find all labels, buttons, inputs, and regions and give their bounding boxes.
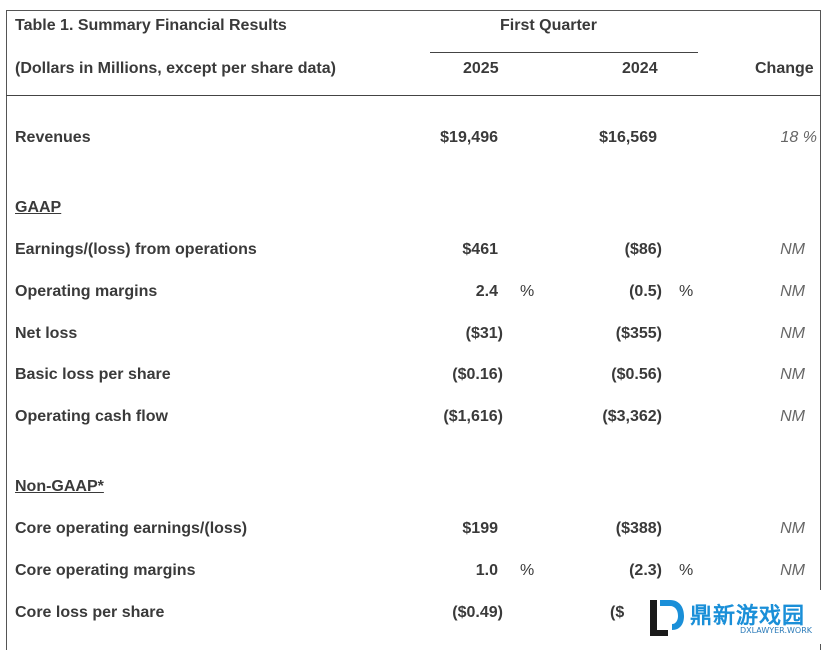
core-loss-per-share-2024: ($: [610, 604, 625, 621]
earnings-2025: $461: [462, 241, 498, 258]
core-operating-margins-2024-percent: %: [679, 562, 694, 579]
column-header-change: Change: [755, 60, 814, 77]
row-label-operating-cash-flow: Operating cash flow: [15, 408, 168, 425]
net-loss-2025: ($31): [465, 325, 503, 342]
table-title: Table 1. Summary Financial Results: [15, 17, 287, 34]
watermark-logo: 鼎新游戏园 DXLAWYER.WORK: [640, 590, 825, 644]
core-operating-margins-2024: (2.3): [629, 562, 662, 579]
operating-cash-flow-2025: ($1,616): [443, 408, 503, 425]
core-operating-earnings-change: NM: [780, 520, 805, 537]
operating-margins-2025: 2.4: [475, 283, 498, 300]
earnings-2024: ($86): [624, 241, 662, 258]
core-loss-per-share-2025: ($0.49): [452, 604, 503, 621]
core-operating-earnings-2024: ($388): [615, 520, 662, 537]
net-loss-change: NM: [780, 325, 805, 342]
operating-cash-flow-change: NM: [780, 408, 805, 425]
revenues-change: 18 %: [780, 129, 817, 146]
operating-margins-2024-percent: %: [679, 283, 694, 300]
column-header-2024: 2024: [622, 60, 658, 77]
earnings-change: NM: [780, 241, 805, 258]
core-operating-margins-2025: 1.0: [475, 562, 498, 579]
basic-loss-per-share-2025: ($0.16): [452, 366, 503, 383]
table-subtitle: (Dollars in Millions, except per share d…: [15, 60, 336, 77]
row-label-core-operating-earnings: Core operating earnings/(loss): [15, 520, 248, 537]
column-header-2025: 2025: [463, 60, 499, 77]
watermark-text: 鼎新游戏园: [690, 604, 806, 629]
row-label-net-loss: Net loss: [15, 325, 78, 342]
watermark-subtext: DXLAWYER.WORK: [740, 626, 812, 635]
section-heading-gaap: GAAP: [15, 199, 62, 216]
header-rule: [6, 95, 821, 96]
operating-margins-2024: (0.5): [629, 283, 662, 300]
operating-margins-2025-percent: %: [520, 283, 535, 300]
row-label-operating-margins: Operating margins: [15, 283, 158, 300]
operating-cash-flow-2024: ($3,362): [602, 408, 662, 425]
row-label-revenues: Revenues: [15, 129, 91, 146]
basic-loss-per-share-2024: ($0.56): [611, 366, 662, 383]
row-label-core-loss-per-share: Core loss per share: [15, 604, 165, 621]
table-frame: [6, 10, 821, 650]
basic-loss-per-share-change: NM: [780, 366, 805, 383]
watermark-mark-icon: [650, 600, 684, 636]
first-quarter-header: First Quarter: [500, 17, 597, 34]
net-loss-2024: ($355): [615, 325, 662, 342]
revenues-2024: $16,569: [599, 129, 657, 146]
section-heading-non-gaap: Non-GAAP*: [15, 478, 104, 495]
first-quarter-rule: [430, 52, 698, 53]
core-operating-earnings-2025: $199: [462, 520, 498, 537]
row-label-basic-loss-per-share: Basic loss per share: [15, 366, 171, 383]
row-label-earnings-from-operations: Earnings/(loss) from operations: [15, 241, 257, 258]
operating-margins-change: NM: [780, 283, 805, 300]
core-operating-margins-2025-percent: %: [520, 562, 535, 579]
core-operating-margins-change: NM: [780, 562, 805, 579]
revenues-2025: $19,496: [440, 129, 498, 146]
row-label-core-operating-margins: Core operating margins: [15, 562, 196, 579]
